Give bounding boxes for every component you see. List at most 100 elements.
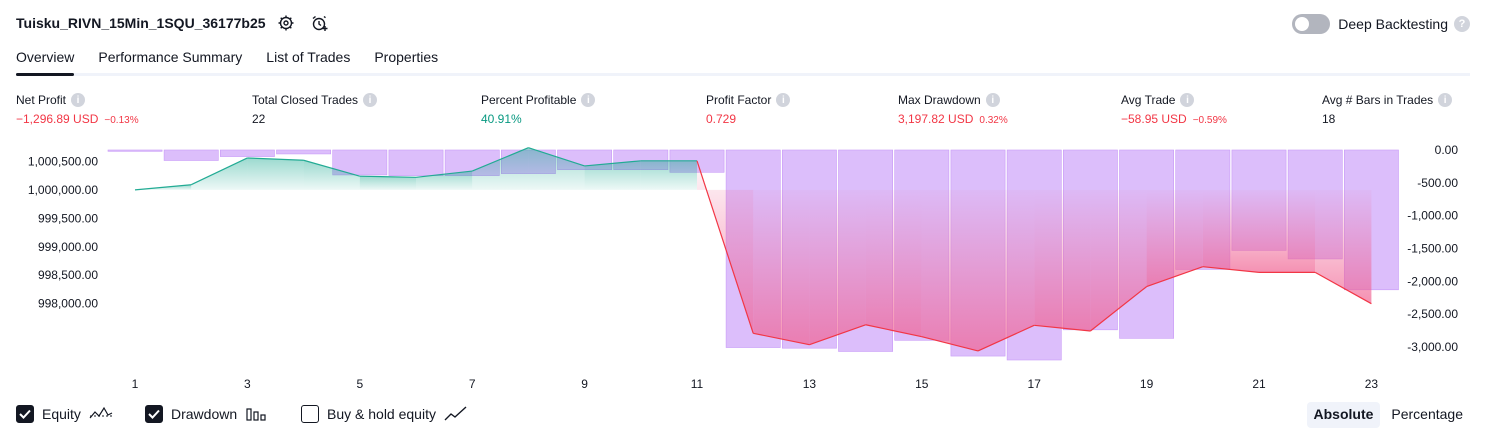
tab-performance-summary[interactable]: Performance Summary xyxy=(98,49,243,65)
x-axis-tick-label: 11 xyxy=(691,377,704,391)
equity-fill-segment xyxy=(1090,189,1147,332)
equity-fill-segment xyxy=(809,189,866,345)
equity-fill-segment xyxy=(416,171,473,190)
equity-line-segment xyxy=(921,336,979,352)
metric-value: 18 xyxy=(1322,112,1336,126)
equity-fill-segment xyxy=(1315,189,1372,304)
right-axis-tick-label: 0.00 xyxy=(1435,143,1459,157)
metric-label: Max Drawdown xyxy=(898,93,981,107)
x-axis-tick-label: 5 xyxy=(356,377,363,391)
left-axis-tick-label: 1,000,000.00 xyxy=(28,183,98,197)
right-axis-tick-label: -2,500.00 xyxy=(1407,307,1458,321)
equity-fill-segment xyxy=(1034,189,1091,332)
metric-value: 40.91% xyxy=(481,112,522,126)
buy-hold-label: Buy & hold equity xyxy=(327,406,436,422)
metric-label: Avg # Bars in Trades xyxy=(1322,93,1434,107)
strategy-title: Tuisku_RIVN_15Min_1SQU_36177b25 xyxy=(16,15,266,31)
info-icon[interactable]: i xyxy=(71,93,86,107)
metric-net-profit: Net Profit i −1,296.89 USD −0.13% xyxy=(16,93,139,126)
equity-line-segment xyxy=(1202,266,1260,273)
info-icon[interactable]: i xyxy=(363,93,378,107)
info-icon[interactable]: i xyxy=(1438,93,1453,107)
metric-total-closed-trades: Total Closed Trades i 22 xyxy=(252,93,378,126)
right-axis-tick-label: -1,500.00 xyxy=(1407,241,1458,255)
metric-subvalue: −0.13% xyxy=(104,115,139,126)
metric-value: 3,197.82 USD xyxy=(898,112,974,126)
x-axis-tick-label: 9 xyxy=(581,377,588,391)
equity-fill-segment xyxy=(472,147,529,190)
equity-checkbox[interactable] xyxy=(16,405,34,423)
checkmark-icon xyxy=(148,409,160,419)
equity-fill-segment xyxy=(1259,189,1316,273)
question-mark-icon[interactable]: ? xyxy=(1454,16,1470,32)
equity-fill-segment xyxy=(640,160,697,190)
equity-fill-segment xyxy=(247,157,304,190)
metric-label: Avg Trade xyxy=(1121,93,1176,107)
info-icon[interactable]: i xyxy=(581,93,596,107)
drawdown-bar xyxy=(276,149,332,155)
drawdown-bar xyxy=(107,149,163,152)
metric-value: −58.95 USD xyxy=(1121,112,1187,126)
equity-line-segment xyxy=(134,184,192,191)
equity-line-segment xyxy=(415,170,473,178)
equity-drawdown-chart[interactable]: 1,000,500.00 1,000,000.00 999,500.00 999,00… xyxy=(0,138,1486,396)
buy-hold-checkbox[interactable] xyxy=(301,405,319,423)
absolute-button[interactable]: Absolute xyxy=(1306,402,1381,428)
drawdown-bar xyxy=(163,149,219,161)
metric-value: 0.729 xyxy=(706,112,737,126)
info-icon[interactable]: i xyxy=(776,93,791,107)
x-axis-tick-label: 19 xyxy=(1140,377,1154,391)
metric-value: 22 xyxy=(252,112,266,126)
metric-label: Percent Profitable xyxy=(481,93,577,107)
equity-fill-segment xyxy=(528,147,585,190)
metric-label: Net Profit xyxy=(16,93,67,107)
x-axis-tick-label: 17 xyxy=(1028,377,1042,391)
left-axis-tick-label: 998,000.00 xyxy=(38,297,98,311)
equity-label: Equity xyxy=(42,406,81,422)
tab-overview[interactable]: Overview xyxy=(16,44,75,76)
metric-avg-trade: Avg Trade i −58.95 USD −0.59% xyxy=(1121,93,1227,126)
buy-hold-line-icon xyxy=(444,406,467,421)
left-axis-tick-label: 998,500.00 xyxy=(38,268,98,282)
equity-line-segment xyxy=(1314,271,1372,305)
equity-line-segment xyxy=(1146,266,1204,288)
equity-line-segment xyxy=(696,160,754,334)
tab-properties[interactable]: Properties xyxy=(374,49,439,65)
equity-fill-segment xyxy=(584,160,641,190)
info-icon[interactable]: i xyxy=(985,93,1000,107)
x-axis-tick-label: 21 xyxy=(1252,377,1266,391)
right-axis-tick-label: -500.00 xyxy=(1417,176,1458,190)
deep-backtesting-toggle[interactable] xyxy=(1292,14,1331,34)
equity-line-segment xyxy=(977,324,1035,352)
equity-toggle[interactable]: Equity xyxy=(16,402,113,426)
equity-fill-segment xyxy=(753,189,810,345)
drawdown-toggle[interactable]: Drawdown xyxy=(145,402,267,426)
x-axis-tick-label: 1 xyxy=(132,377,139,391)
toggle-knob xyxy=(1295,17,1310,31)
deep-backtesting-control: Deep Backtesting ? xyxy=(1292,12,1470,36)
drawdown-bar xyxy=(388,149,444,176)
info-icon[interactable]: i xyxy=(1180,93,1195,107)
metric-label: Profit Factor xyxy=(706,93,772,107)
x-axis-tick-label: 3 xyxy=(244,377,251,391)
percentage-button[interactable]: Percentage xyxy=(1391,406,1463,422)
checkmark-icon xyxy=(19,409,31,419)
equity-fill-segment xyxy=(1146,189,1203,287)
deep-backtesting-label: Deep Backtesting xyxy=(1338,16,1448,32)
equity-fill-segment xyxy=(1202,189,1259,273)
gear-icon[interactable] xyxy=(276,13,296,33)
metrics-row: Net Profit i −1,296.89 USD −0.13% Total Cl… xyxy=(16,93,1470,129)
report-header: Tuisku_RIVN_15Min_1SQU_36177b25 Deep Bac… xyxy=(16,12,1470,36)
tab-list-of-trades[interactable]: List of Trades xyxy=(266,49,351,65)
metric-subvalue: 0.32% xyxy=(979,115,1008,126)
equity-line-segment xyxy=(303,159,360,177)
equity-fill-segment xyxy=(303,160,360,190)
buy-hold-toggle[interactable]: Buy & hold equity xyxy=(301,402,468,426)
equity-fill-segment xyxy=(359,176,416,190)
alarm-clock-plus-icon[interactable] xyxy=(310,13,330,33)
metric-max-drawdown: Max Drawdown i 3,197.82 USD 0.32% xyxy=(898,93,1008,126)
right-axis-tick-label: -1,000.00 xyxy=(1407,209,1458,223)
equity-line-segment xyxy=(809,324,866,346)
drawdown-checkbox[interactable] xyxy=(145,405,163,423)
equity-line-segment xyxy=(753,332,810,346)
